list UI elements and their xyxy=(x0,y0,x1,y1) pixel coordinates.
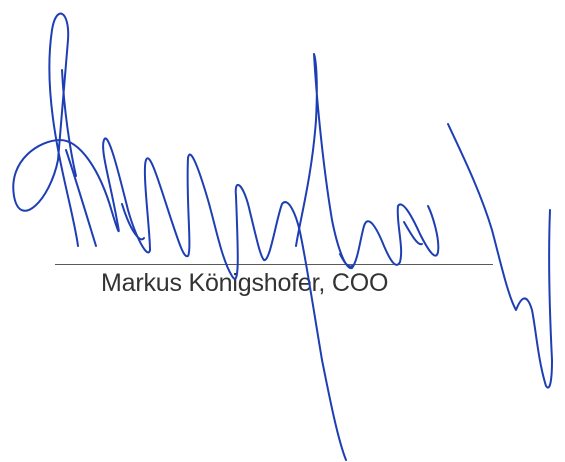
signer-caption: Markus Königshofer, COO xyxy=(101,269,389,297)
signature-line xyxy=(55,264,493,265)
